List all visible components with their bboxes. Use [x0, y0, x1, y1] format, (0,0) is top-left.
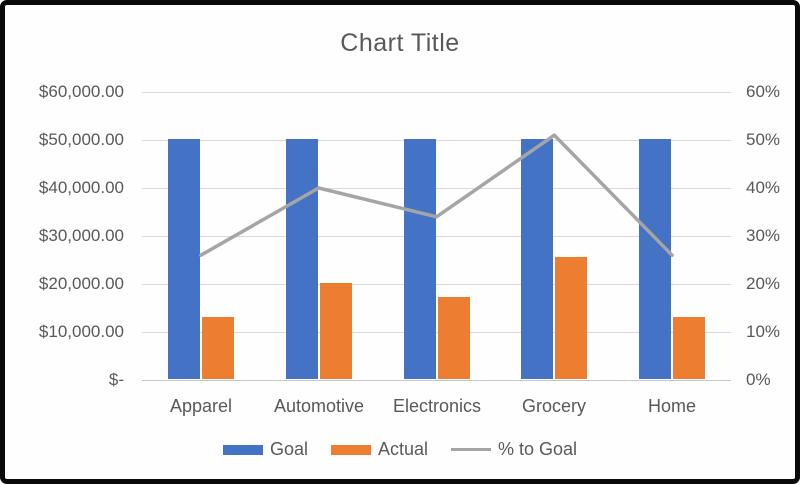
gridline — [142, 140, 731, 141]
left-axis-tick: $20,000.00 — [38, 274, 124, 293]
plot-area — [142, 92, 731, 381]
bar-actual-electronics — [438, 297, 470, 379]
legend-label: % to Goal — [498, 439, 578, 459]
x-axis-line — [142, 380, 731, 381]
legend-item-actual: Actual — [330, 439, 428, 460]
category-label-apparel: Apparel — [169, 396, 233, 416]
gridline — [142, 284, 731, 285]
bar-goal-apparel — [168, 139, 200, 379]
bar-actual-grocery — [555, 257, 587, 379]
bar-goal-electronics — [404, 139, 436, 379]
left-axis-tick: $- — [108, 370, 124, 389]
line-series-to-goal — [199, 133, 674, 257]
right-axis-tick: 60% — [746, 82, 781, 101]
left-axis-tick: $50,000.00 — [38, 130, 124, 149]
right-axis-tick: 10% — [746, 322, 781, 341]
legend-item-to-goal: % to Goal — [451, 439, 577, 460]
bar-goal-automotive — [286, 139, 318, 379]
left-axis-tick: $10,000.00 — [38, 322, 124, 341]
category-label-grocery: Grocery — [521, 396, 586, 416]
bar-actual-home — [673, 317, 705, 379]
bar-swatch-actual — [330, 444, 371, 455]
gridline — [142, 188, 731, 189]
right-axis-tick: 30% — [746, 226, 781, 245]
left-axis-tick: $40,000.00 — [38, 178, 124, 197]
right-axis-tick: 0% — [746, 370, 771, 389]
left-axis-tick: $60,000.00 — [38, 82, 124, 101]
percent-to-goal-line — [199, 133, 674, 257]
legend-item-goal: Goal — [222, 439, 308, 460]
right-axis-tick: 50% — [746, 130, 781, 149]
legend-label: Goal — [269, 439, 308, 459]
category-label-automotive: Automotive — [273, 396, 365, 416]
category-label-home: Home — [647, 396, 696, 416]
bar-actual-automotive — [320, 283, 352, 379]
legend-label: Actual — [377, 439, 428, 459]
bar-goal-home — [639, 139, 671, 379]
chart-title: Chart Title — [340, 29, 460, 57]
bar-actual-apparel — [202, 317, 234, 379]
bar-goal-grocery — [521, 139, 553, 379]
left-axis-tick: $30,000.00 — [38, 226, 124, 245]
right-axis-tick: 40% — [746, 178, 781, 197]
legend: Goal Actual % to Goal — [5, 439, 795, 460]
right-axis-tick: 20% — [746, 274, 781, 293]
category-label-electronics: Electronics — [392, 396, 482, 416]
gridline — [142, 92, 731, 93]
gridline — [142, 332, 731, 333]
bar-swatch-goal — [222, 444, 263, 455]
gridline — [142, 236, 731, 237]
line-swatch-to-goal — [451, 448, 491, 451]
